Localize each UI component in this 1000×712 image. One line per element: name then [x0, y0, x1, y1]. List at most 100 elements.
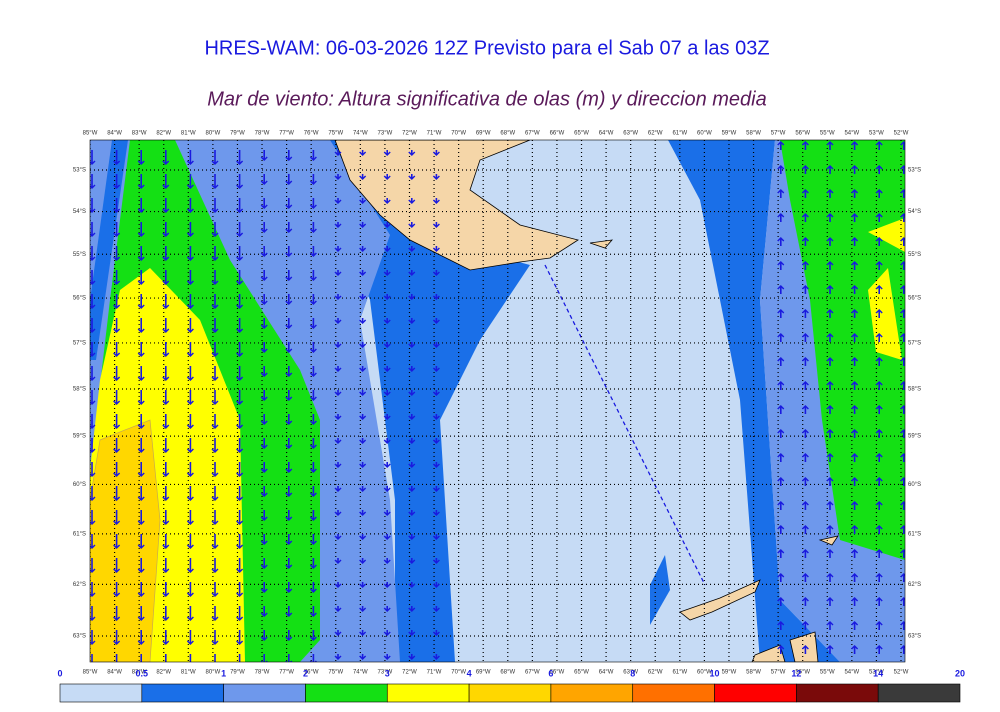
arrow-head — [113, 520, 121, 525]
arrow-head — [236, 328, 244, 333]
lon-label: 64°W — [599, 131, 614, 137]
lon-label: 60°W — [697, 670, 712, 676]
arrow-head — [236, 496, 244, 501]
arrow-head — [801, 237, 809, 242]
arrow-head — [432, 391, 440, 396]
arrow-head — [826, 549, 834, 554]
arrow-head — [186, 208, 194, 213]
arrow-head — [309, 180, 317, 185]
lon-label: 56°W — [795, 670, 810, 676]
arrow-head — [186, 472, 194, 477]
lon-label: 54°W — [844, 670, 859, 676]
arrow-head — [137, 160, 145, 165]
arrow-head — [236, 520, 244, 525]
arrow-head — [875, 285, 883, 290]
arrow-head — [801, 645, 809, 650]
arrow-head — [285, 324, 293, 329]
arrow-head — [236, 400, 244, 405]
arrow-head — [383, 391, 391, 396]
arrow-head — [236, 184, 244, 189]
arrow-head — [162, 640, 170, 645]
arrow-head — [90, 448, 96, 453]
arrow-head — [285, 252, 293, 257]
lat-label: 56°S — [908, 296, 921, 302]
arrow-head — [113, 568, 121, 573]
map — [90, 140, 905, 668]
arrow-head — [186, 160, 194, 165]
arrow-head — [309, 636, 317, 641]
colorbar-swatch — [59, 683, 143, 703]
arrow-head — [114, 665, 120, 668]
arrow-head — [777, 309, 785, 314]
colorbar-label: 0.5 — [136, 668, 149, 678]
lon-label: 73°W — [378, 131, 393, 137]
arrow-head — [137, 184, 145, 189]
arrow-head — [826, 333, 834, 338]
arrow-head — [334, 607, 342, 612]
arrow-head — [236, 280, 244, 285]
arrow-head — [211, 496, 219, 501]
lon-label: 72°W — [402, 131, 417, 137]
arrow-head — [900, 261, 905, 266]
lon-label: 83°W — [132, 131, 147, 137]
arrow-head — [851, 429, 859, 434]
arrow-head — [408, 631, 416, 636]
arrow-head — [113, 616, 121, 621]
arrow-head — [309, 348, 317, 353]
arrow-head — [211, 472, 219, 477]
arrow-head — [826, 261, 834, 266]
arrow-head — [90, 352, 96, 357]
arrow-head — [285, 156, 293, 161]
arrow-head — [408, 487, 416, 492]
lon-label: 68°W — [500, 670, 515, 676]
arrow-head — [383, 271, 391, 276]
arrow-head — [408, 295, 416, 300]
arrow-head — [777, 381, 785, 386]
arrow-head — [851, 261, 859, 266]
arrow-head — [211, 280, 219, 285]
arrow-head — [187, 665, 193, 668]
arrow-head — [162, 376, 170, 381]
arrow-head — [408, 439, 416, 444]
arrow-head — [162, 280, 170, 285]
arrow-head — [137, 400, 145, 405]
arrow-head — [875, 597, 883, 602]
arrow-head — [900, 309, 905, 314]
arrow-head — [900, 285, 905, 290]
arrow-head — [186, 616, 194, 621]
arrow-head — [260, 324, 268, 329]
arrow-head — [777, 213, 785, 218]
lon-label: 64°W — [599, 670, 614, 676]
arrow-head — [162, 400, 170, 405]
arrow-head — [186, 448, 194, 453]
colorbar-label: 3 — [385, 668, 390, 678]
arrow-head — [826, 501, 834, 506]
title: HRES-WAM: 06-03-2026 12Z Previsto para e… — [204, 37, 769, 59]
arrow-head — [186, 376, 194, 381]
arrow-head — [851, 189, 859, 194]
arrow-head — [432, 655, 440, 660]
arrow-head — [90, 160, 96, 165]
arrow-head — [334, 271, 342, 276]
arrow-head — [211, 568, 219, 573]
arrow-head — [334, 631, 342, 636]
arrow-head — [359, 391, 367, 396]
arrow-head — [432, 463, 440, 468]
arrow-head — [211, 520, 219, 525]
arrow-head — [162, 208, 170, 213]
arrow-head — [777, 141, 785, 146]
arrow-head — [137, 616, 145, 621]
arrow-head — [408, 583, 416, 588]
arrow-head — [408, 391, 416, 396]
arrow-head — [113, 184, 121, 189]
lat-label: 55°S — [73, 252, 86, 258]
arrow-head — [260, 516, 268, 521]
arrow-head — [90, 568, 96, 573]
lon-label: 81°W — [181, 131, 196, 137]
arrow-head — [211, 232, 219, 237]
arrow-head — [334, 199, 342, 204]
colorbar-label: 1 — [221, 668, 226, 678]
lon-label: 73°W — [378, 670, 393, 676]
arrow-head — [162, 304, 170, 309]
arrow-head — [162, 544, 170, 549]
